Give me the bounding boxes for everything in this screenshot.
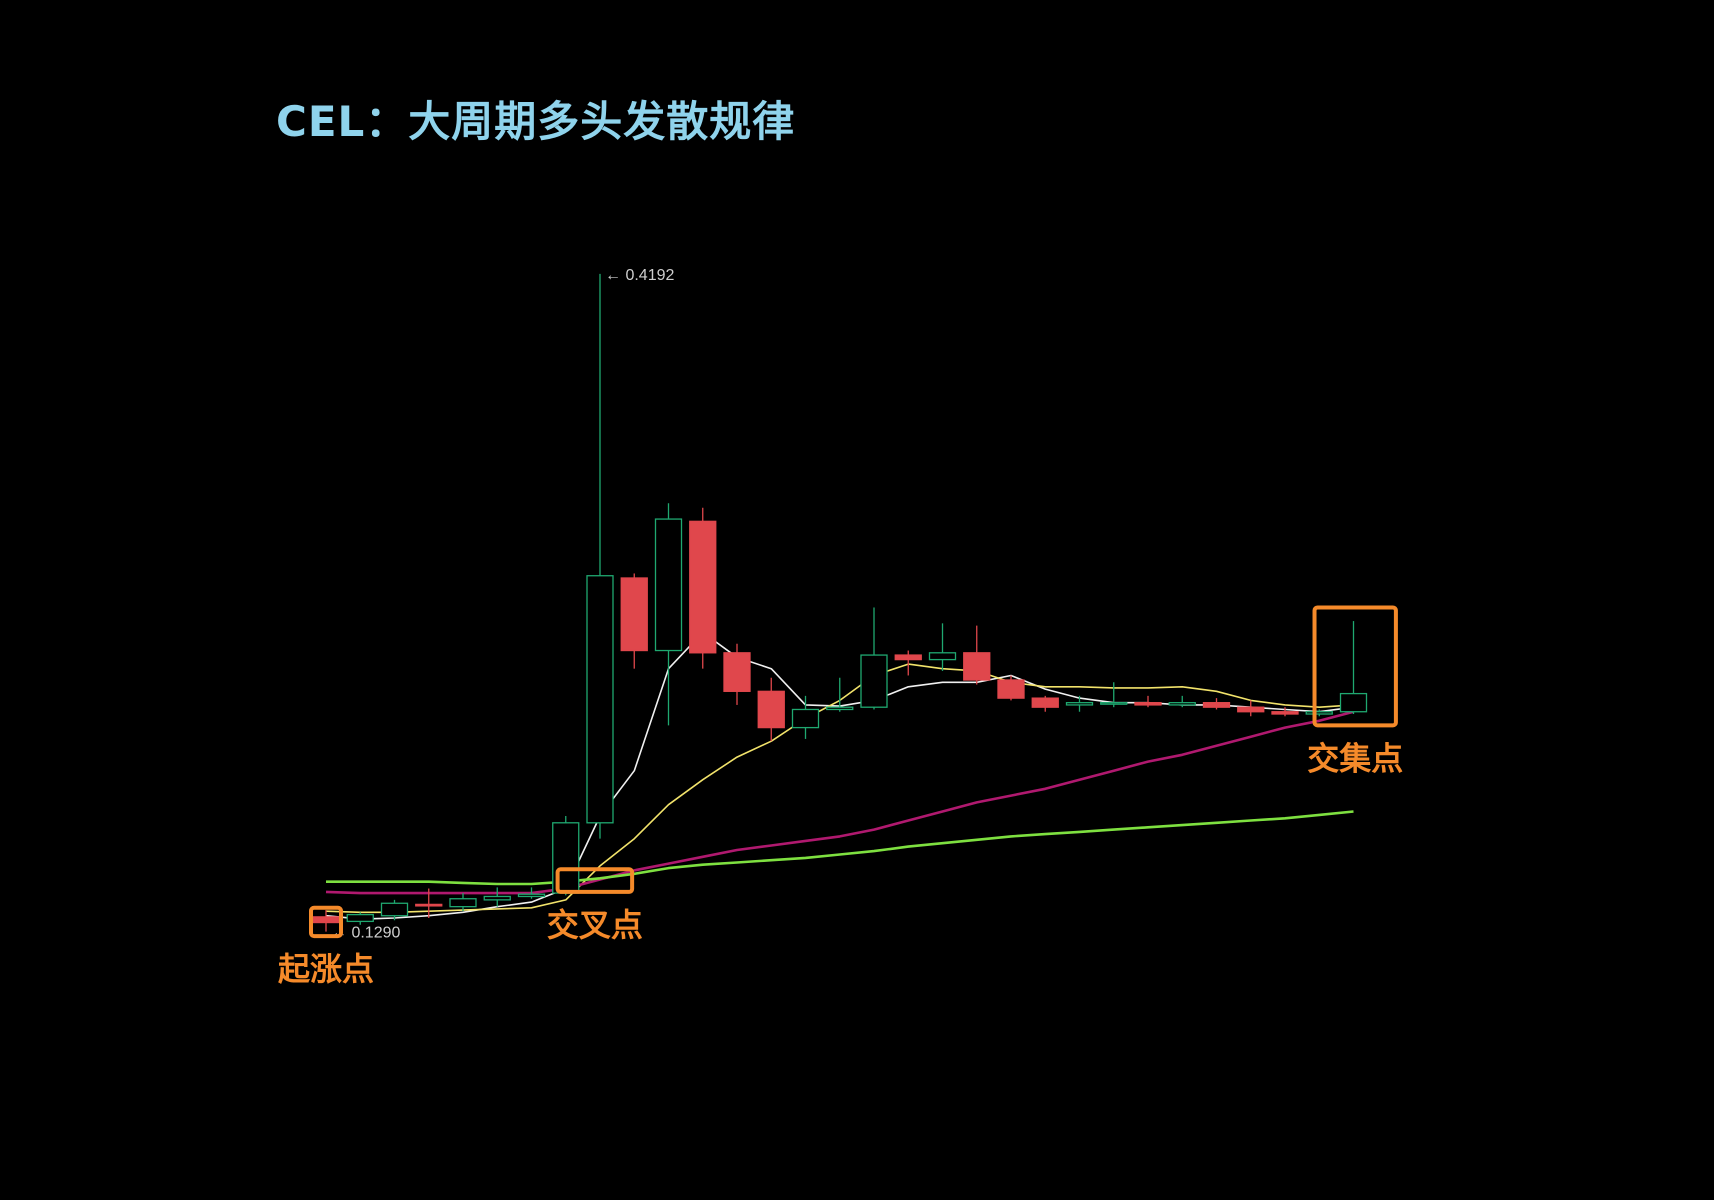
candle	[1339, 621, 1368, 714]
candle	[1202, 698, 1231, 710]
candle-body-up	[1305, 711, 1333, 715]
callout-label: 交叉点	[547, 906, 643, 944]
candle	[894, 650, 922, 676]
candle	[757, 677, 785, 742]
candle	[483, 887, 511, 907]
callout-box	[1312, 605, 1398, 728]
candle-body-down	[997, 679, 1025, 699]
candle-body-up	[1168, 702, 1196, 706]
candle	[1305, 709, 1333, 717]
callout-box	[309, 905, 343, 939]
moving-average-line-1	[325, 631, 1354, 920]
candle	[1031, 695, 1059, 712]
candle-body-up	[449, 898, 477, 908]
price-label: ← 0.1290	[331, 925, 400, 942]
candle-body-up	[346, 913, 374, 923]
candle	[1237, 700, 1265, 717]
candle	[449, 893, 477, 912]
candle-body-down	[894, 654, 922, 661]
candles	[312, 273, 1368, 932]
candle-body-down	[723, 652, 751, 692]
candle-body-up	[1339, 692, 1368, 713]
candle	[380, 899, 409, 921]
candle	[791, 695, 820, 739]
callout: 交集点	[1307, 605, 1403, 777]
candle-body-down	[689, 520, 717, 654]
candle-body-up	[654, 518, 683, 652]
candle-body-up	[826, 706, 854, 711]
candle-body-down	[620, 577, 648, 652]
candle	[928, 623, 957, 671]
candle-body-up	[483, 895, 511, 901]
candle	[860, 607, 888, 710]
candle	[1065, 695, 1094, 712]
callouts: 起涨点 交叉点 交集点	[278, 605, 1403, 988]
candle-body-up	[860, 654, 888, 708]
candle-body-down	[1237, 706, 1265, 713]
candle-body-up	[586, 575, 614, 824]
candle	[415, 888, 443, 918]
candle-body-down	[1134, 702, 1162, 706]
candle-body-down	[1031, 697, 1059, 708]
candle-body-down	[1202, 702, 1231, 708]
candle	[517, 887, 546, 899]
moving-average-line-3	[325, 710, 1354, 895]
candle-body-down	[1271, 711, 1299, 715]
price-labels: ← 0.4192 ← 0.1290	[331, 267, 674, 942]
candle-body-down	[312, 916, 340, 924]
candle	[1134, 695, 1162, 708]
candle	[826, 677, 854, 712]
callout-box	[555, 867, 635, 894]
callout-label: 交集点	[1307, 739, 1403, 777]
candle-body-down	[757, 690, 785, 729]
candle	[1100, 682, 1128, 708]
candle	[346, 912, 374, 925]
candle	[1271, 707, 1299, 717]
candle	[654, 503, 683, 726]
candle-body-up	[928, 652, 957, 661]
candle-body-up	[791, 708, 820, 729]
candle	[689, 507, 717, 669]
price-label: ← 0.4192	[605, 267, 674, 284]
moving-average-line-4	[326, 810, 1354, 886]
moving-average-lines	[325, 631, 1354, 920]
candle-body-down	[415, 903, 443, 907]
chart-title: CEL：大周期多头发散规律	[276, 97, 796, 146]
candle	[963, 625, 991, 685]
candle-body-up	[517, 893, 546, 898]
candle	[1168, 695, 1196, 708]
candle-body-down	[963, 652, 991, 681]
callout-label: 起涨点	[278, 950, 374, 988]
callout: 起涨点	[278, 905, 374, 988]
candle	[723, 643, 751, 705]
candle-body-up	[380, 902, 409, 917]
candle	[586, 273, 614, 839]
callout: 交叉点	[547, 867, 643, 944]
candle	[997, 675, 1025, 701]
candle-body-up	[1100, 702, 1128, 705]
candle	[620, 573, 648, 669]
candle-body-up	[1065, 702, 1094, 706]
